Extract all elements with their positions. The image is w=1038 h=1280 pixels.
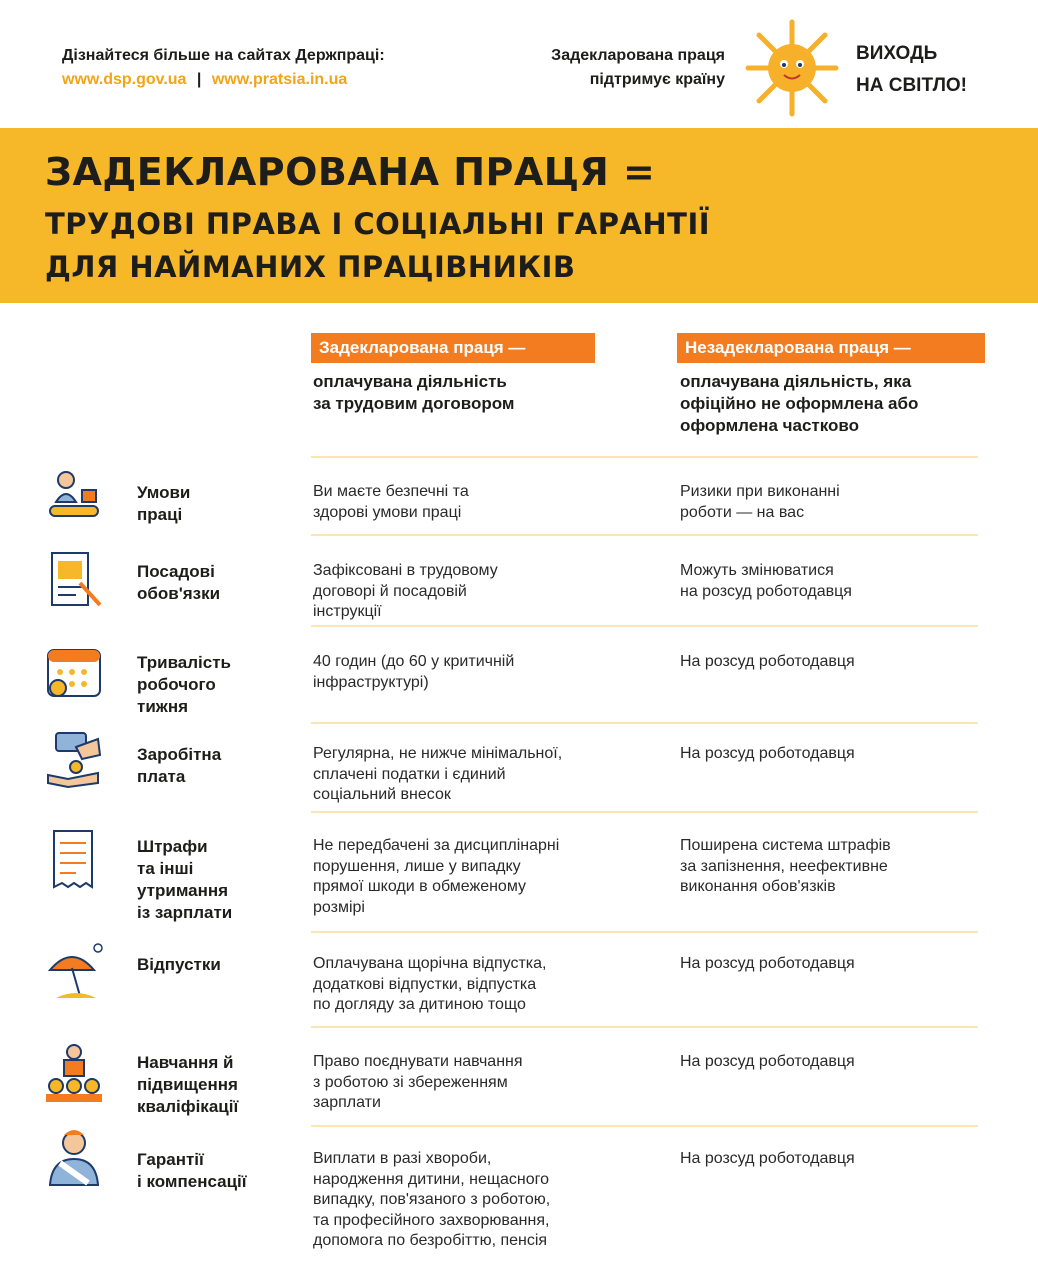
row-divider: [311, 1125, 978, 1127]
declared-cell: Право поєднувати навчання з роботою зі з…: [313, 1053, 523, 1111]
title-banner: [0, 128, 1038, 303]
row-divider: [311, 931, 978, 933]
declared-cell: Регулярна, не нижче мінімальної, сплачен…: [313, 745, 563, 803]
row-divider: [311, 456, 978, 458]
declared-cell: Оплачувана щорічна відпустка, додаткові …: [313, 955, 547, 1013]
row-label: Відпустки: [137, 955, 221, 974]
title-line1: ЗАДЕКЛАРОВАНА ПРАЦЯ =: [45, 150, 656, 194]
link-separator: |: [196, 71, 202, 88]
undeclared-cell: На розсуд роботодавця: [680, 1053, 855, 1070]
sun-mascot-logo: [745, 19, 839, 117]
row-label: Заробітна плата: [137, 745, 222, 786]
link-pratsia[interactable]: www.pratsia.in.ua: [211, 71, 348, 88]
title-line3: ДЛЯ НАЙМАНИХ ПРАЦІВНИКІВ: [45, 250, 576, 284]
row-label: Умови праці: [137, 483, 191, 524]
row-divider: [311, 722, 978, 724]
beach-umbrella-icon: [47, 943, 103, 998]
declared-cell: Ви маєте безпечні та здорові умови праці: [313, 483, 469, 521]
row-divider: [311, 811, 978, 813]
link-dsp[interactable]: www.dsp.gov.ua: [62, 71, 187, 88]
campaign-line1: ВИХОДЬ: [856, 43, 938, 64]
declared-cell: Не передбачені за дисциплінарні порушенн…: [313, 837, 560, 916]
undeclared-cell: Поширена система штрафів за запізнення, …: [680, 837, 891, 895]
row-label: Тривалість робочого тижня: [137, 653, 232, 716]
row-divider: [311, 534, 978, 536]
declared-column-header: Задекларована праця —: [311, 333, 595, 363]
declared-cell: Зафіксовані в трудовому договорі й посад…: [313, 562, 498, 620]
row-divider: [311, 1026, 978, 1028]
lecture-icon: [46, 1044, 102, 1102]
campaign-slogan: ВИХОДЬ НА СВІТЛО!: [856, 38, 967, 102]
row-divider: [311, 625, 978, 627]
row-label: Навчання й підвищення кваліфікації: [137, 1053, 239, 1116]
slogan-line2: підтримує країну: [589, 71, 725, 88]
document-pen-icon: [51, 552, 102, 607]
hands-money-icon: [47, 732, 102, 789]
undeclared-column-subtitle: оплачувана діяльність, яка офіційно не о…: [680, 372, 919, 435]
campaign-line2: НА СВІТЛО!: [856, 75, 968, 96]
declared-cell: Виплати в разі хвороби, народження дитин…: [313, 1150, 551, 1249]
slogan: Задекларована праця підтримує країну: [490, 44, 725, 92]
undeclared-cell: На розсуд роботодавця: [680, 1150, 855, 1167]
slogan-line1: Задекларована праця: [551, 47, 725, 64]
learn-more-block: Дізнайтеся більше на сайтах Держпраці: w…: [62, 44, 385, 92]
title-block: ЗАДЕКЛАРОВАНА ПРАЦЯ = ТРУДОВІ ПРАВА І СО…: [0, 128, 1038, 303]
undeclared-cell: На розсуд роботодавця: [680, 955, 855, 972]
worker-conveyor-icon: [49, 471, 99, 517]
title-line2: ТРУДОВІ ПРАВА І СОЦІАЛЬНІ ГАРАНТІЇ: [45, 207, 711, 241]
undeclared-cell: На розсуд роботодавця: [680, 745, 855, 762]
row-label: Гарантії і компенсації: [137, 1150, 247, 1191]
learn-more-text: Дізнайтеся більше на сайтах Держпраці:: [62, 47, 385, 64]
declared-column-subtitle: оплачувана діяльність за трудовим догово…: [313, 372, 515, 413]
undeclared-cell: Можуть змінюватися на розсуд роботодавця: [680, 562, 852, 600]
declared-cell: 40 годин (до 60 у критичній інфраструкту…: [313, 653, 515, 691]
row-label: Посадові обов'язки: [137, 562, 221, 603]
undeclared-cell: Ризики при виконанні роботи — на вас: [680, 483, 840, 521]
injured-worker-icon: [48, 1130, 100, 1186]
undeclared-column-header: Незадекларована праця —: [677, 333, 985, 363]
undeclared-cell: На розсуд роботодавця: [680, 653, 855, 670]
receipt-icon: [53, 830, 93, 889]
calendar-icon: [47, 649, 101, 697]
row-label: Штрафи та інші утримання із зарплати: [137, 837, 233, 922]
